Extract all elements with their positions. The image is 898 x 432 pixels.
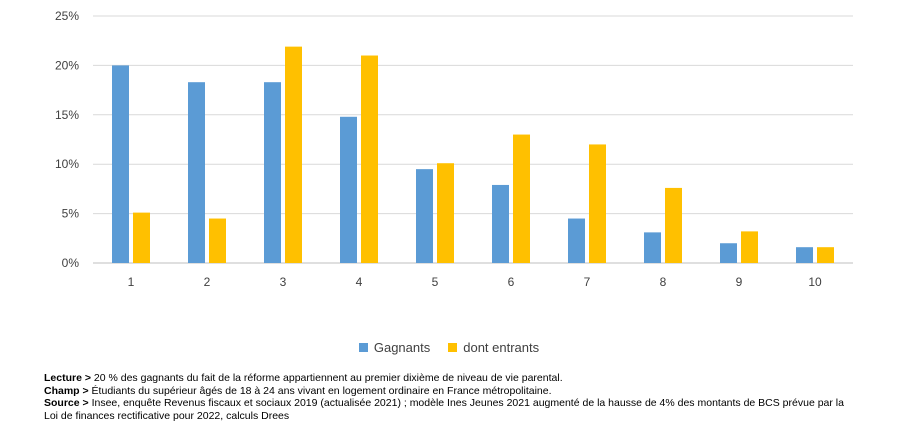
bar-gagnants	[112, 65, 129, 264]
x-tick-label: 8	[660, 275, 667, 289]
bar-gagnants	[188, 82, 205, 263]
bar-gagnants	[340, 116, 357, 263]
note-source-label: Source >	[44, 397, 89, 409]
y-tick-label: 0%	[62, 256, 80, 270]
legend-item-gagnants: Gagnants	[358, 340, 431, 355]
x-tick-label: 2	[204, 275, 211, 289]
bar-dont-entrants	[741, 231, 758, 263]
x-tick-label: 10	[808, 275, 822, 289]
x-tick-label: 3	[280, 275, 287, 289]
note-source: Source > Insee, enquête Revenus fiscaux …	[44, 397, 844, 422]
x-tick-label: 5	[432, 275, 439, 289]
bar-gagnants	[720, 243, 737, 263]
note-lecture: Lecture > 20 % des gagnants du fait de l…	[44, 372, 844, 385]
note-champ-text: Étudiants du supérieur âgés de 18 à 24 a…	[88, 384, 552, 397]
x-tick-label: 6	[508, 275, 515, 289]
bar-dont-entrants	[817, 247, 834, 263]
y-tick-label: 15%	[55, 108, 79, 122]
bar-gagnants	[492, 184, 509, 263]
legend-label-gagnants: Gagnants	[373, 340, 431, 355]
bar-dont-entrants	[285, 46, 302, 264]
note-champ-label: Champ >	[44, 384, 89, 397]
legend-item-dont-entrants: dont entrants	[448, 340, 539, 355]
y-tick-label: 25%	[55, 9, 79, 23]
note-champ: Champ > Étudiants du supérieur âgés de 1…	[44, 385, 844, 398]
bar-dont-entrants	[665, 187, 682, 263]
y-tick-label: 5%	[62, 207, 80, 221]
y-tick-label: 20%	[55, 58, 79, 72]
note-source-text: Insee, enquête Revenus fiscaux et sociau…	[44, 397, 844, 422]
bar-dont-entrants	[589, 144, 606, 263]
chart-notes: Lecture > 20 % des gagnants du fait de l…	[44, 372, 844, 422]
bar-dont-entrants	[209, 218, 226, 263]
bar-gagnants	[416, 169, 433, 263]
bar-gagnants	[796, 247, 813, 263]
bar-chart: 0%5%10%15%20%25%12345678910Dixième de ni…	[55, 9, 853, 289]
y-tick-label: 10%	[55, 157, 79, 171]
bar-dont-entrants	[513, 134, 530, 263]
x-tick-label: 9	[736, 275, 743, 289]
x-tick-label: 4	[356, 275, 363, 289]
legend-swatch-dont-entrants	[448, 343, 458, 352]
bar-dont-entrants	[361, 55, 378, 263]
bar-gagnants	[264, 82, 281, 263]
bar-dont-entrants	[437, 163, 454, 263]
legend-label-dont-entrants: dont entrants	[463, 340, 540, 355]
bar-dont-entrants	[133, 212, 150, 263]
bar-gagnants	[568, 218, 585, 263]
legend: Gagnants dont entrants	[0, 340, 898, 355]
note-lecture-text: 20 % des gagnants du fait de la réforme …	[90, 372, 563, 384]
x-tick-label: 7	[584, 275, 591, 289]
note-lecture-label: Lecture >	[44, 372, 91, 384]
bar-gagnants	[644, 232, 661, 263]
legend-swatch-gagnants	[358, 343, 368, 352]
x-tick-label: 1	[128, 275, 135, 289]
